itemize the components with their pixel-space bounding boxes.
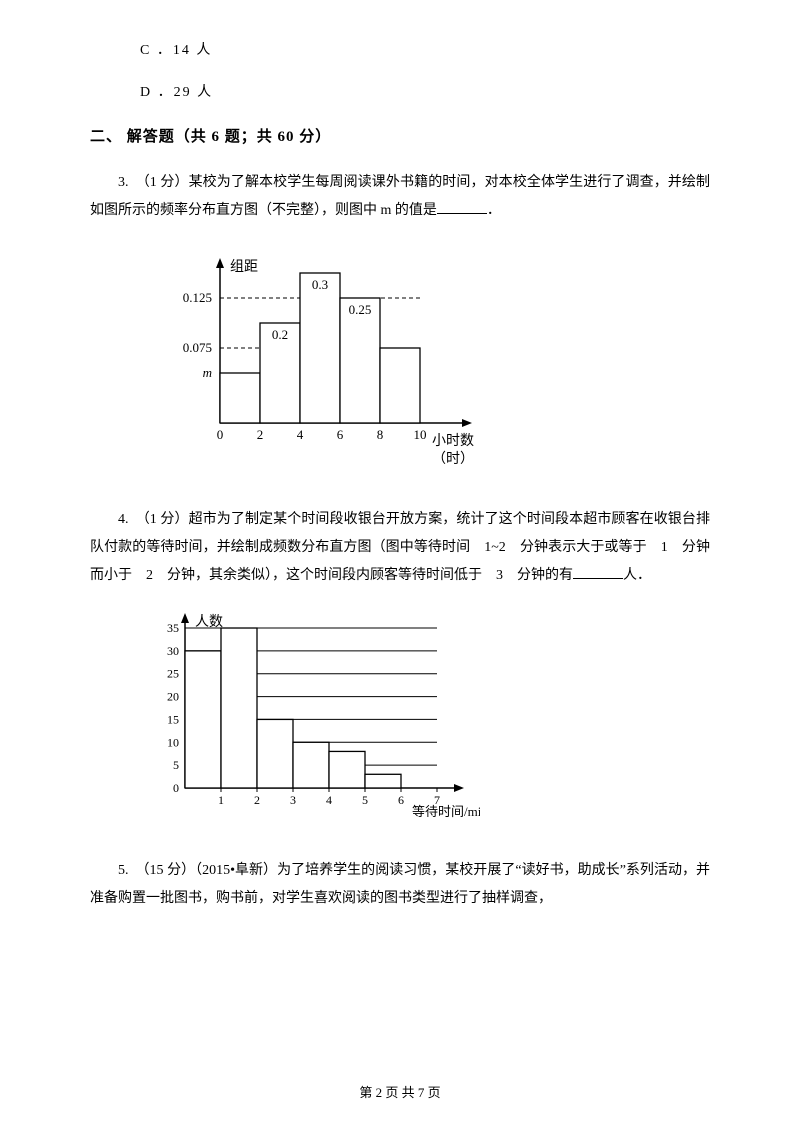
svg-text:2: 2 [257, 427, 264, 442]
svg-text:小时数: 小时数 [432, 433, 474, 449]
svg-text:0.125: 0.125 [183, 290, 212, 305]
question-5: 5. （15 分）（2015•阜新）为了培养学生的阅读习惯，某校开展了“读好书，… [90, 857, 710, 913]
svg-text:10: 10 [414, 427, 427, 442]
svg-text:5: 5 [362, 793, 368, 807]
svg-text:20: 20 [167, 690, 179, 704]
option-d: D ．29 人 [140, 82, 710, 104]
svg-text:0.25: 0.25 [349, 302, 372, 317]
question-5-text: 5. （15 分）（2015•阜新）为了培养学生的阅读习惯，某校开展了“读好书，… [90, 863, 710, 906]
svg-text:2: 2 [254, 793, 260, 807]
svg-text:7: 7 [434, 793, 440, 807]
svg-text:等待时间/min: 等待时间/min [412, 804, 480, 819]
svg-text:0.075: 0.075 [183, 340, 212, 355]
svg-text:3: 3 [290, 793, 296, 807]
svg-text:10: 10 [167, 735, 179, 749]
chart-1-wrap: 组距小时数 （时） m 0.075 0.125 0.2 0.3 0.25 0 2 4 6 8 10 [160, 243, 710, 481]
histogram-chart-1: 组距小时数 （时） m 0.075 0.125 0.2 0.3 0.25 0 2 4 6 8 10 [160, 243, 480, 473]
blank-q4 [573, 565, 623, 579]
svg-text:0: 0 [173, 781, 179, 795]
svg-text:0: 0 [217, 427, 224, 442]
svg-text:组距: 组距 [230, 259, 258, 275]
svg-text:4: 4 [297, 427, 304, 442]
svg-text:6: 6 [398, 793, 404, 807]
page-footer: 第 2 页 共 7 页 [90, 1083, 710, 1104]
histogram-chart-2: 人数等待时间/min051015202530351234567 [140, 608, 480, 823]
chart-2-wrap: 人数等待时间/min051015202530351234567 [140, 608, 710, 831]
svg-text:5: 5 [173, 758, 179, 772]
svg-text:35: 35 [167, 621, 179, 635]
svg-text:0.3: 0.3 [312, 277, 328, 292]
svg-text:0.2: 0.2 [272, 327, 288, 342]
svg-text:6: 6 [337, 427, 344, 442]
section-header: 二、 解答题（共 6 题；共 60 分） [90, 125, 710, 149]
question-4-suffix: 人． [623, 568, 651, 583]
svg-text:25: 25 [167, 667, 179, 681]
svg-text:1: 1 [218, 793, 224, 807]
question-4: 4. （1 分）超市为了制定某个时间段收银台开放方案，统计了这个时间段本超市顾客… [90, 506, 710, 590]
svg-text:（时）: （时） [432, 451, 474, 467]
question-3-suffix: ． [487, 203, 501, 218]
blank-q3 [437, 200, 487, 214]
question-3-text: 3. （1 分）某校为了解本校学生每周阅读课外书籍的时间，对本校全体学生进行了调… [90, 175, 710, 218]
svg-text:m: m [203, 365, 212, 380]
svg-text:15: 15 [167, 713, 179, 727]
svg-text:30: 30 [167, 644, 179, 658]
option-c: C ．14 人 [140, 40, 710, 62]
question-3: 3. （1 分）某校为了解本校学生每周阅读课外书籍的时间，对本校全体学生进行了调… [90, 169, 710, 225]
svg-text:4: 4 [326, 793, 332, 807]
svg-text:8: 8 [377, 427, 384, 442]
